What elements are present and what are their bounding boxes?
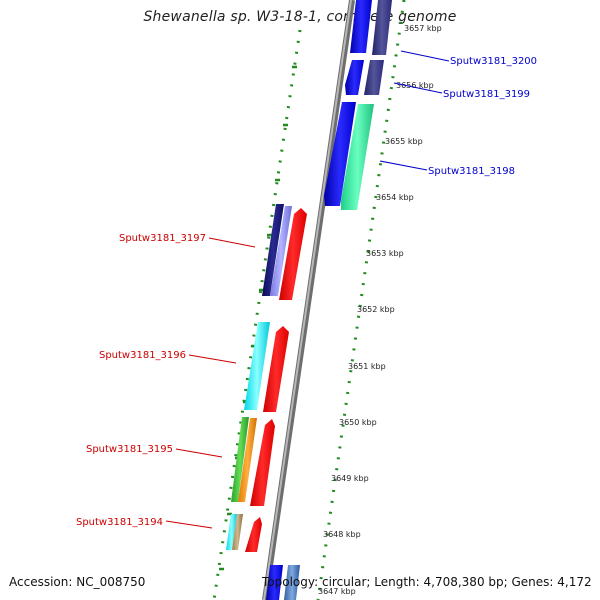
forward-genes: [324, 0, 392, 210]
tick-label: 3652 kbp: [357, 305, 395, 314]
gene-block-3194-a: [226, 514, 237, 550]
gene-label-sputw3181-3194[interactable]: Sputw3181_3194: [76, 517, 163, 528]
tick-label: 3650 kbp: [339, 418, 377, 427]
gene-block-3199-b: [364, 60, 384, 95]
gene-block-3195-b: [238, 418, 257, 502]
gene-block-3200-b: [372, 0, 392, 55]
tick-label: 3649 kbp: [331, 474, 369, 483]
tick-label: 3651 kbp: [348, 362, 386, 371]
gene-block-3196-a: [244, 322, 270, 410]
gene-label-sputw3181-3197[interactable]: Sputw3181_3197: [119, 233, 206, 244]
gene-block-bottom-b: [284, 565, 300, 600]
gene-block-3197-b: [270, 206, 292, 296]
gene-block-3200-a: [350, 0, 372, 53]
gene-label-sputw3181-3198[interactable]: Sputw3181_3198: [428, 166, 515, 177]
gene-block-3197-c: [279, 208, 307, 300]
gene-block-3199-a: [345, 60, 364, 95]
gene-block-3195-a: [231, 417, 249, 502]
genome-summary-text: Topology: circular; Length: 4,708,380 bp…: [262, 575, 592, 589]
gene-block-3198-a: [324, 102, 356, 206]
gene-block-3197-a: [262, 204, 284, 296]
gene-block-bottom-a: [266, 565, 283, 600]
gene-label-sputw3181-3200[interactable]: Sputw3181_3200: [450, 56, 537, 67]
tick-label: 3648 kbp: [323, 530, 361, 539]
accession-text: Accession: NC_008750: [9, 575, 146, 589]
tick-label: 3657 kbp: [404, 24, 442, 33]
gene-block-3196-b: [263, 326, 289, 412]
reverse-genes: [226, 204, 307, 600]
tick-label: 3654 kbp: [376, 193, 414, 202]
gene-labels: Sputw3181_3200 Sputw3181_3199 Sputw3181_…: [76, 50, 537, 529]
tick-label: 3647 kbp: [318, 587, 356, 596]
gene-label-sputw3181-3196[interactable]: Sputw3181_3196: [99, 350, 186, 361]
tick-label: 3653 kbp: [366, 249, 404, 258]
genome-backbone: [262, 0, 355, 600]
tick-label: 3656 kbp: [396, 81, 434, 90]
tick-label: 3655 kbp: [385, 137, 423, 146]
scale-tick-labels: 3657 kbp 3656 kbp 3655 kbp 3654 kbp 3653…: [318, 24, 442, 596]
gene-label-sputw3181-3199[interactable]: Sputw3181_3199: [443, 89, 530, 100]
gene-block-3195-c: [250, 419, 275, 506]
gene-block-3194-c: [245, 517, 262, 552]
gene-block-3198-b: [341, 104, 374, 210]
gene-block-3194-b: [232, 514, 243, 550]
gene-label-sputw3181-3195[interactable]: Sputw3181_3195: [86, 444, 173, 455]
